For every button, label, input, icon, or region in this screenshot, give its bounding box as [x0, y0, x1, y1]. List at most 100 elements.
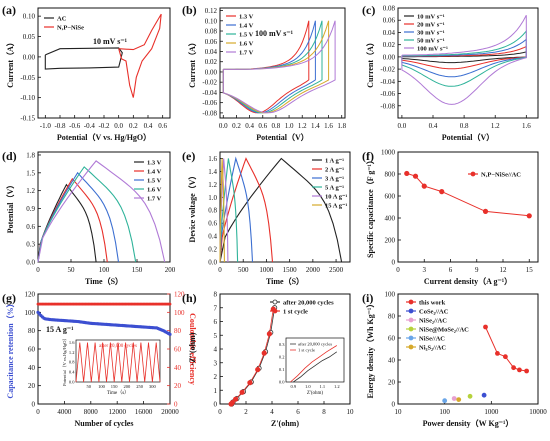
plot-frame: [219, 7, 346, 119]
data-point: [495, 351, 500, 356]
data-point: [524, 368, 530, 374]
series-line: [219, 157, 343, 263]
inset-x-tick-label: 100: [98, 384, 106, 389]
legend-label: after 20,000 cycles: [283, 300, 334, 307]
inset-frame: [75, 339, 161, 383]
panel-h: (h) 0 2 4 6 8 10 0 1 2 3 4 5 6 7 8 Z'(ohm) -Z''(ohm) 0.9 1.…: [182, 291, 354, 429]
y-tick-label: 6: [214, 318, 218, 326]
panel-label: (d): [2, 149, 17, 163]
inset-x-label: Z'(ohm): [307, 391, 324, 396]
x-tick-label: 0: [396, 266, 400, 274]
x-tick-label: -0.6: [69, 122, 81, 130]
y-tick-label: 20: [28, 382, 36, 390]
x-tick-label: 100: [439, 408, 450, 416]
legend-label: 1.4 V: [147, 169, 162, 176]
inset-x-tick-label: 1.0: [305, 384, 311, 389]
y-tick-label: 80: [388, 313, 396, 321]
y-tick-label: 1.5: [26, 169, 35, 177]
inset-x-tick-label: 150: [111, 384, 119, 389]
y-right-tick-label: 60: [174, 346, 182, 354]
inset-y-tick-label: 0.1: [279, 367, 285, 372]
y-tick-label: 0.08: [383, 5, 396, 13]
y-tick-label: 1: [214, 387, 218, 395]
legend-label: 50 mV s⁻¹: [417, 38, 445, 45]
y-tick-label: 0.12: [205, 7, 218, 15]
inset-y-tick-label: 1.6: [69, 340, 75, 345]
plot-frame: [397, 293, 539, 405]
legend-label: 5 A g⁻¹: [325, 185, 344, 192]
legend-label: 1.3 V: [147, 160, 162, 167]
inset-x-tick-label: 300: [149, 384, 157, 389]
legend-label: 1 st cycle: [283, 309, 308, 316]
y-tick-label: 0.04: [383, 29, 396, 37]
legend-label: 15 A g⁻¹: [325, 203, 347, 210]
x-tick-label: 10: [395, 408, 403, 416]
inset-y-tick-label: 0.8: [69, 360, 75, 365]
x-tick-label: 1.2: [298, 122, 307, 130]
y-tick-label: 1.2: [26, 187, 35, 195]
x-tick-label: 0.0: [219, 122, 228, 130]
y-tick-label: 0.9: [26, 205, 35, 213]
inset-x-tick-label: 0.9: [290, 384, 296, 389]
x-axis-label: Time（S）: [266, 276, 304, 286]
data-point: [483, 324, 488, 330]
series-line: [222, 20, 336, 114]
y-tick-label: 400: [385, 215, 396, 223]
y-tick-label: 0.00: [23, 53, 36, 61]
data-point: [502, 354, 508, 360]
legend-label: NiSe@MoSe₂//AC: [419, 327, 469, 334]
x-tick-label: 1500: [283, 266, 298, 274]
y-tick-label: 100: [385, 291, 396, 299]
y-tick-label: 200: [385, 237, 396, 245]
legend-label: 20 mV s⁻¹: [417, 22, 445, 29]
y-tick-label: 0.10: [205, 17, 218, 25]
inset-y-tick-label: 0.4: [69, 370, 75, 375]
x-tick-label: 1.6: [324, 122, 333, 130]
x-tick-label: -0.4: [84, 122, 96, 130]
x-tick-label: 0: [218, 408, 222, 416]
data-point: [467, 393, 473, 399]
y-tick-label: 0.0: [26, 259, 35, 267]
x-tick-label: 0.4: [144, 122, 153, 130]
y-tick-label: 0.06: [383, 17, 396, 25]
y-tick-label: 1.4: [208, 168, 217, 176]
panel-e: (e) 0 500 1000 1500 2000 2500 0.0 0.2 0.4 0.6 0.8 1.…: [182, 149, 351, 286]
x-tick-label: 20000: [161, 408, 179, 416]
x-tick-label: 4: [270, 408, 274, 416]
inset-x-tick-label: 1.1: [319, 384, 325, 389]
y-tick-label: 3: [214, 359, 218, 367]
x-tick-label: -1.0: [40, 122, 52, 130]
inset-title: after 20,000 cycles: [99, 344, 137, 349]
y-tick-label: 0.3: [26, 241, 35, 249]
x-tick-label: 500: [238, 266, 249, 274]
data-point: [451, 396, 457, 401]
x-tick-label: 0.4: [429, 122, 438, 130]
y-tick-label: 40: [28, 364, 36, 372]
x-tick-label: 1.8: [337, 122, 346, 130]
inset-y-tick-label: 0.0: [279, 380, 285, 385]
y-axis-label: Capacitance retention（%）: [5, 299, 15, 398]
inset-y-tick-label: 0.0: [69, 380, 75, 385]
x-axis-label: Potential（V vs. Hg/HgO）: [57, 132, 151, 142]
legend-label: 1.4 V: [239, 23, 254, 30]
legend-marker: [470, 171, 476, 177]
annotation: 100 mV s⁻¹: [255, 29, 294, 38]
legend-label: 1.5 V: [239, 32, 254, 39]
data-point: [526, 213, 532, 219]
y-axis-label: Potential（V）: [5, 181, 15, 233]
y-tick-label: 80: [28, 327, 36, 335]
y-axis-label: -Z''(ohm): [188, 332, 197, 365]
y-tick-label: 60: [388, 335, 396, 343]
inset-x-tick-label: 1.2: [334, 384, 340, 389]
data-point: [247, 380, 253, 386]
legend-label: 1.3 V: [239, 14, 254, 21]
legend-label: 30 mV s⁻¹: [417, 30, 445, 37]
y-tick-label: 0.10: [23, 13, 36, 21]
x-tick-label: 1000: [259, 266, 274, 274]
data-point: [239, 389, 245, 395]
x-tick-label: 16000: [135, 408, 153, 416]
y-tick-label: 2: [214, 373, 218, 381]
y-tick-label: 0.02: [383, 41, 396, 49]
inset-x-tick-label: 200: [124, 384, 132, 389]
panel-label: (i): [362, 291, 373, 305]
